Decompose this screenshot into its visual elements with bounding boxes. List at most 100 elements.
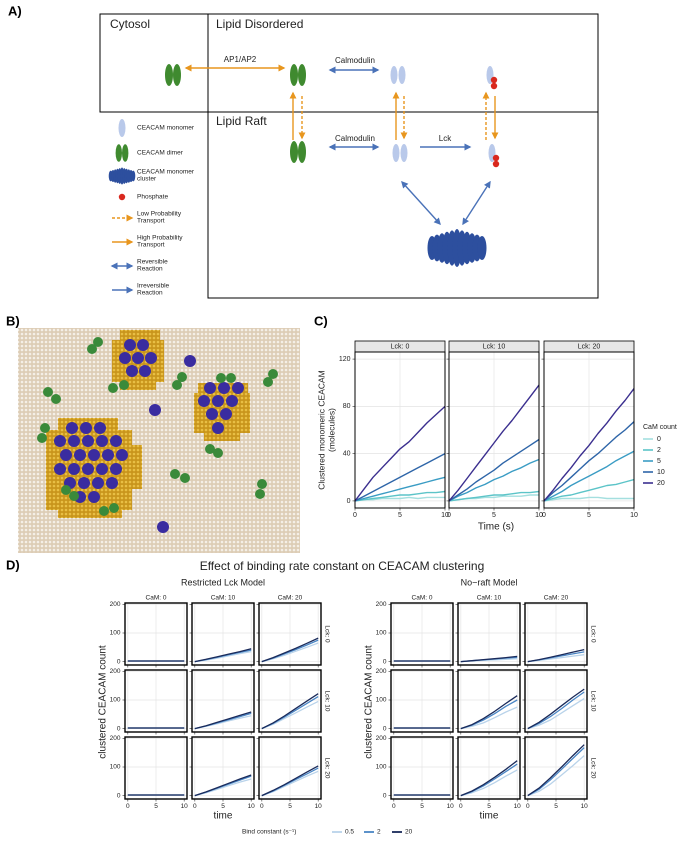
panel-border: [191, 736, 255, 800]
x-tick-label: 10: [514, 803, 522, 810]
series-line: [543, 478, 635, 502]
panel-border: [354, 351, 446, 509]
region-label: Lipid Disordered: [216, 17, 303, 31]
strip-label: Lck: 0: [589, 625, 596, 643]
y-tick-label: 0: [383, 725, 387, 732]
y-tick-label: 200: [376, 735, 387, 742]
cluster-monomer: [102, 449, 114, 461]
y-tick-label: 200: [110, 735, 121, 742]
cluster-monomer: [94, 422, 106, 434]
cluster-monomer: [82, 435, 94, 447]
panel-border: [191, 602, 255, 666]
reaction-label: Calmodulin: [335, 134, 375, 143]
x-tick-label: 10: [630, 512, 638, 519]
x-tick-label: 10: [535, 512, 543, 519]
legend-label: Irreversible: [137, 283, 170, 290]
strip-label: Lck: 10: [483, 343, 506, 350]
dimer: [108, 383, 118, 393]
strip-label: CaM: 20: [544, 595, 569, 602]
series-line: [194, 711, 252, 730]
lipid-raft: [120, 380, 156, 390]
dimer: [37, 433, 47, 443]
legend-label: 20: [405, 829, 413, 836]
x-tick-label: 5: [554, 803, 558, 810]
y-tick-label: 200: [110, 601, 121, 608]
x-tick-label: 0: [542, 512, 546, 519]
strip-label: Lck: 0: [391, 343, 410, 350]
panel-label: C): [314, 313, 328, 328]
series-line: [354, 490, 446, 502]
panel-label: A): [8, 3, 22, 18]
dimer: [180, 473, 190, 483]
legend-label: Transport: [137, 218, 165, 225]
legend-label: 2: [377, 829, 381, 836]
dimer: [205, 444, 215, 454]
dimer: [226, 373, 236, 383]
legend-label: cluster: [137, 176, 157, 183]
y-tick-label: 200: [376, 668, 387, 675]
x-axis-label: Time (s): [478, 522, 514, 533]
cluster-monomer: [54, 435, 66, 447]
legend-label: 5: [657, 458, 661, 465]
dimer: [298, 141, 306, 163]
cluster-monomer: [157, 521, 169, 533]
legend-label: 10: [657, 469, 665, 476]
series-line: [448, 384, 540, 502]
series-line: [527, 755, 585, 797]
cluster-monomer: [74, 449, 86, 461]
cluster-monomer: [220, 408, 232, 420]
model-title: No−raft Model: [461, 577, 518, 587]
series-line: [527, 747, 585, 797]
panel-border: [457, 669, 521, 733]
series-line: [543, 421, 635, 502]
region-label: Lipid Raft: [216, 114, 267, 128]
arrow: [462, 180, 491, 226]
strip-label: Lck: 20: [578, 343, 601, 350]
cluster-monomer: [96, 463, 108, 475]
series-line: [261, 637, 319, 663]
panel-border: [457, 736, 521, 800]
dimer: [87, 344, 97, 354]
panel-border: [390, 602, 454, 666]
x-tick-label: 5: [420, 803, 424, 810]
y-tick-label: 80: [343, 403, 351, 410]
strip-label: Lck: 20: [323, 758, 330, 779]
dimer: [99, 506, 109, 516]
strip-label: Lck: 10: [323, 691, 330, 712]
y-tick-label: 100: [110, 697, 121, 704]
series-line: [543, 388, 635, 502]
x-tick-label: 5: [487, 803, 491, 810]
y-tick-label: 200: [376, 601, 387, 608]
y-tick-label: 0: [117, 658, 121, 665]
legend-label: CEACAM dimer: [137, 150, 184, 157]
cluster-monomer: [66, 422, 78, 434]
cluster-monomer: [206, 408, 218, 420]
legend-label: Reaction: [137, 290, 163, 297]
dimer: [115, 144, 123, 162]
x-tick-label: 0: [447, 512, 451, 519]
lipid-raft: [204, 431, 240, 441]
series-line: [527, 698, 585, 730]
y-tick-label: 0: [117, 792, 121, 799]
y-tick-label: 100: [110, 630, 121, 637]
dimer: [61, 485, 71, 495]
series-line: [460, 760, 518, 797]
dimer: [43, 387, 53, 397]
x-tick-label: 5: [492, 512, 496, 519]
reaction-label: AP1/AP2: [224, 55, 257, 64]
cluster-monomer: [92, 477, 104, 489]
cluster-monomer: [132, 352, 144, 364]
x-tick-label: 0: [126, 803, 130, 810]
x-tick-label: 5: [587, 512, 591, 519]
x-tick-label: 5: [154, 803, 158, 810]
series-line: [460, 655, 518, 663]
y-tick-label: 0: [117, 725, 121, 732]
cluster-monomer: [198, 395, 210, 407]
x-tick-label: 0: [392, 803, 396, 810]
panel-border: [543, 351, 635, 509]
cluster-monomer: [82, 463, 94, 475]
legend-label: Phosphate: [137, 194, 168, 201]
legend-label: Transport: [137, 242, 165, 249]
cluster: [477, 236, 487, 260]
y-tick-label: 0: [383, 792, 387, 799]
